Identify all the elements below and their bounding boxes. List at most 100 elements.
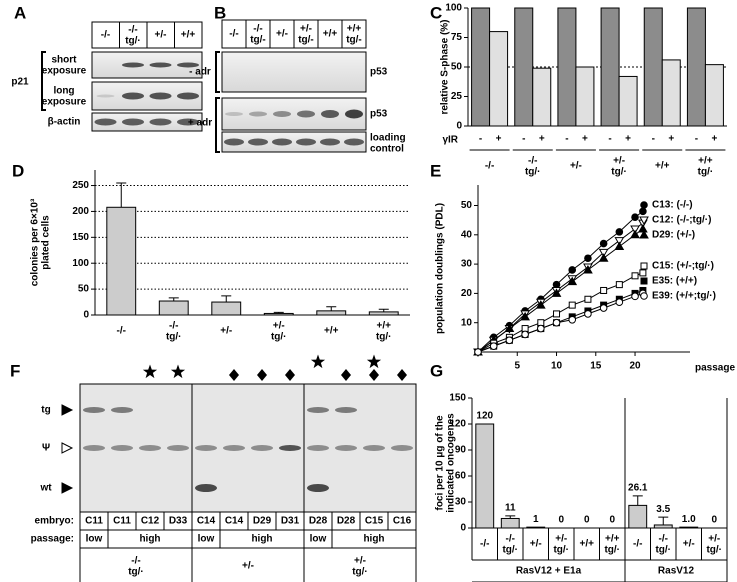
embryo-id: D28	[309, 516, 328, 527]
lane-header: +/+ tg/-	[346, 23, 362, 45]
y-tick-label: 50	[78, 284, 90, 295]
y-tick-label: 0	[456, 121, 462, 132]
x-tick-label: +/-	[683, 539, 695, 550]
marker	[584, 254, 592, 263]
x-tick-label: 5	[514, 361, 520, 372]
lane-header: +/-tg/-	[298, 23, 314, 45]
series-label: -	[565, 134, 568, 145]
embryo-id: C11	[85, 516, 103, 527]
legend-marker	[640, 292, 648, 300]
blot	[221, 51, 367, 93]
x-tick-label: 10	[551, 361, 563, 372]
y-tick-label: 100	[72, 258, 89, 269]
value-label: 26.1	[628, 482, 648, 493]
band	[122, 92, 144, 100]
protein-label: p21	[11, 77, 29, 88]
series-label: -	[695, 134, 698, 145]
y-tick-label: 60	[455, 471, 467, 482]
marker	[615, 281, 623, 289]
bar	[704, 64, 724, 127]
marker	[631, 272, 639, 280]
y-tick-label: 150	[449, 393, 466, 404]
embryo-id: C14	[197, 516, 216, 527]
band	[96, 94, 115, 98]
passage-label: low	[198, 534, 215, 545]
bar	[679, 526, 699, 529]
band	[177, 92, 199, 100]
band	[122, 118, 144, 126]
band	[307, 484, 329, 492]
band	[195, 484, 217, 492]
x-tick-label: 20	[629, 361, 641, 372]
x-axis-label: passage	[695, 363, 735, 374]
panel-letter: G	[430, 361, 443, 380]
band	[122, 62, 144, 68]
series-label: -	[479, 134, 482, 145]
series-label: -	[522, 134, 525, 145]
bar	[489, 31, 509, 127]
genotype-label: +/-tg/·	[352, 555, 368, 577]
bar	[661, 59, 681, 127]
error-bar	[326, 306, 337, 311]
band	[94, 118, 117, 126]
panel-letter: D	[12, 161, 24, 180]
marker	[521, 330, 529, 339]
row-label: long exposure	[42, 85, 87, 107]
band	[273, 111, 291, 117]
x-tick-label: +/+ tg/·	[698, 155, 714, 177]
diamond-icon	[257, 369, 267, 381]
band	[149, 62, 172, 68]
marker	[639, 207, 647, 216]
marker	[638, 223, 648, 233]
error-bar	[273, 311, 284, 314]
legend-label: C15: (+/-;tg/·)	[652, 261, 714, 272]
x-tick-label: +/+ tg/·	[604, 533, 620, 555]
x-tick-label: +/-tg/·	[271, 320, 287, 342]
genotype-label: +/-	[242, 561, 254, 572]
bar	[158, 300, 189, 316]
y-tick-label: 25	[451, 91, 463, 102]
diamond-icon	[229, 369, 239, 381]
marker	[614, 237, 625, 246]
band	[177, 62, 199, 68]
marker	[583, 264, 593, 274]
bracket	[215, 51, 220, 153]
series-label: -	[608, 134, 611, 145]
x-tick-label: -/-	[117, 326, 126, 337]
band	[251, 445, 273, 451]
band	[167, 445, 189, 451]
legend-marker	[639, 229, 649, 239]
band	[111, 445, 133, 451]
lane-header: +/-	[276, 29, 288, 40]
lane-header: -/-tg/·	[125, 24, 141, 46]
x-tick-label: +/+	[324, 326, 339, 337]
bar	[526, 526, 546, 529]
bar	[211, 301, 242, 316]
series-label: -	[652, 134, 655, 145]
bar	[514, 7, 534, 127]
legend-marker	[640, 262, 648, 270]
passage-label: high	[363, 534, 384, 545]
band	[139, 445, 161, 451]
star-icon	[366, 354, 382, 369]
series-label: +	[539, 134, 545, 145]
band	[335, 445, 357, 451]
band	[296, 138, 316, 146]
band-arrow	[61, 442, 74, 454]
marker	[474, 348, 482, 356]
marker	[639, 269, 647, 277]
band	[83, 407, 105, 413]
condition-label: + adr	[188, 118, 212, 129]
band	[363, 445, 385, 451]
y-tick-label: 30	[455, 497, 467, 508]
value-label: 0	[711, 515, 717, 526]
x-axis-label: γIR	[442, 135, 458, 146]
value-label: 0	[609, 515, 615, 526]
x-tick-label: +/+	[580, 539, 595, 550]
marker	[568, 266, 577, 274]
y-tick-label: 50	[451, 62, 463, 73]
y-tick-label: 90	[455, 445, 467, 456]
bar	[575, 66, 595, 127]
legend-marker	[640, 277, 648, 285]
embryo-id: D31	[281, 516, 300, 527]
